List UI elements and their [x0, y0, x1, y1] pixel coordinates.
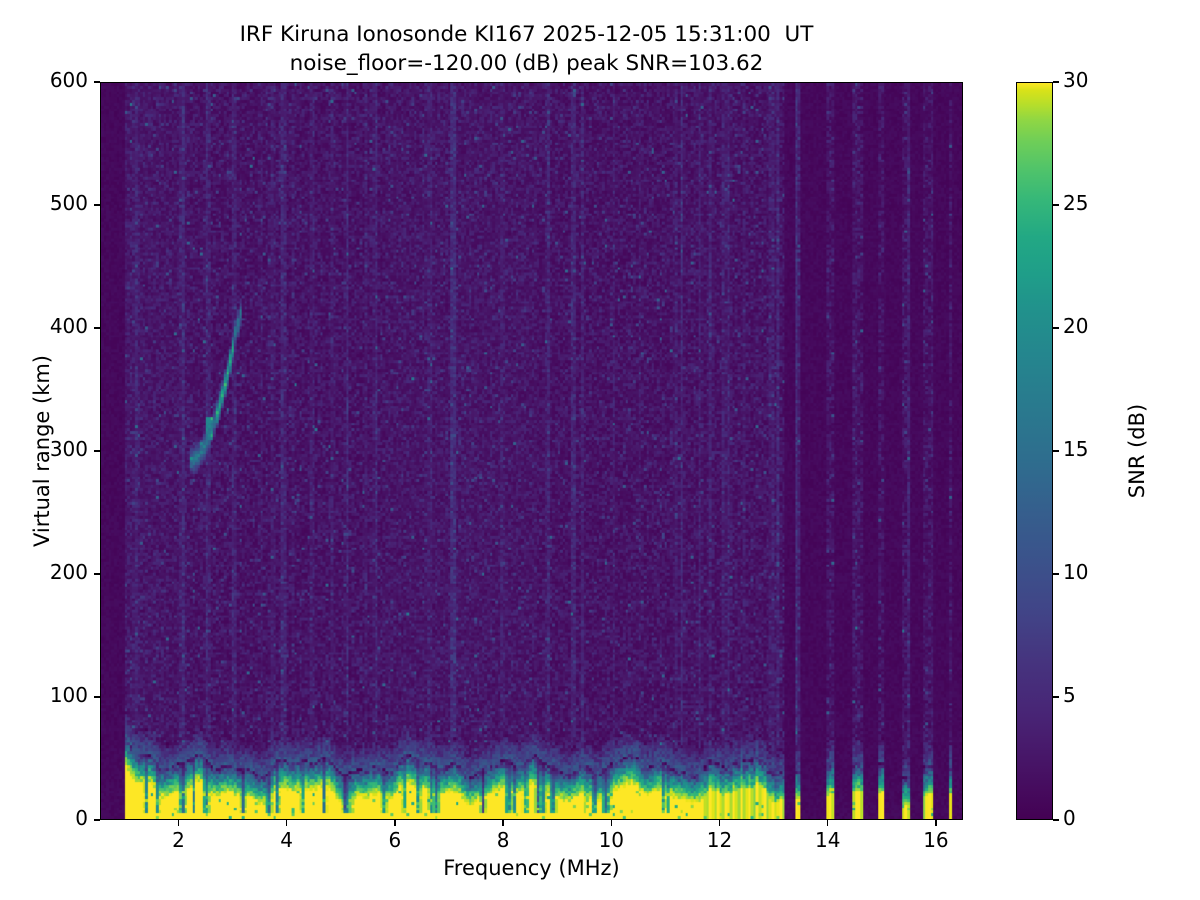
x-tick-label: 8	[496, 828, 510, 852]
x-axis-label: Frequency (MHz)	[443, 856, 620, 880]
y-tick-mark	[94, 204, 100, 206]
x-tick-mark	[827, 820, 829, 826]
y-tick-label: 0	[75, 806, 88, 830]
x-tick-mark	[935, 820, 937, 826]
x-tick-label: 2	[172, 828, 185, 852]
colorbar-tick-mark	[1053, 696, 1059, 698]
x-tick-mark	[394, 820, 396, 826]
ionogram-plot-area	[100, 82, 963, 820]
colorbar-tick-mark	[1053, 573, 1059, 575]
colorbar-tick-label: 5	[1063, 683, 1076, 707]
figure-title: IRF Kiruna Ionosonde KI167 2025-12-05 15…	[0, 20, 1053, 78]
x-tick-mark	[718, 820, 721, 826]
snr-colorbar	[1016, 82, 1053, 820]
x-tick-label: 10	[598, 828, 625, 852]
colorbar-tick-label: 25	[1063, 191, 1089, 215]
x-tick-label: 14	[814, 828, 841, 852]
title-line-1: IRF Kiruna Ionosonde KI167 2025-12-05 15…	[239, 22, 814, 47]
y-tick-mark	[94, 819, 100, 821]
title-line-2: noise_floor=-120.00 (dB) peak SNR=103.62	[289, 51, 764, 76]
colorbar-tick-mark	[1053, 204, 1059, 206]
y-tick-label: 600	[49, 68, 88, 92]
colorbar-tick-label: 30	[1063, 68, 1089, 92]
x-tick-mark	[286, 820, 288, 826]
x-tick-mark	[177, 820, 180, 826]
colorbar-tick-mark	[1053, 450, 1059, 452]
y-tick-label: 100	[49, 683, 88, 707]
y-tick-mark	[94, 81, 100, 83]
y-tick-mark	[94, 573, 100, 575]
y-axis-label: Virtual range (km)	[30, 354, 54, 548]
colorbar-gradient	[1017, 83, 1052, 819]
colorbar-label: SNR (dB)	[1125, 403, 1149, 499]
y-tick-label: 400	[49, 314, 88, 338]
y-tick-mark	[94, 450, 100, 452]
y-tick-label: 200	[49, 560, 88, 584]
y-tick-mark	[94, 696, 100, 698]
colorbar-tick-label: 0	[1063, 806, 1076, 830]
colorbar-tick-mark	[1053, 81, 1059, 83]
x-tick-label: 16	[923, 828, 949, 852]
colorbar-tick-label: 20	[1063, 314, 1089, 338]
y-tick-label: 500	[49, 191, 88, 215]
colorbar-tick-mark	[1053, 327, 1059, 329]
y-tick-mark	[94, 327, 100, 329]
x-tick-mark	[502, 820, 504, 826]
colorbar-tick-label: 15	[1063, 437, 1089, 461]
x-tick-label: 12	[706, 828, 733, 852]
x-tick-mark	[610, 820, 612, 826]
x-tick-label: 4	[280, 828, 294, 852]
colorbar-tick-mark	[1053, 819, 1059, 821]
ionogram-heatmap-canvas	[101, 83, 962, 819]
colorbar-tick-label: 10	[1063, 560, 1089, 584]
y-tick-label: 300	[49, 437, 88, 461]
x-tick-label: 6	[388, 828, 402, 852]
